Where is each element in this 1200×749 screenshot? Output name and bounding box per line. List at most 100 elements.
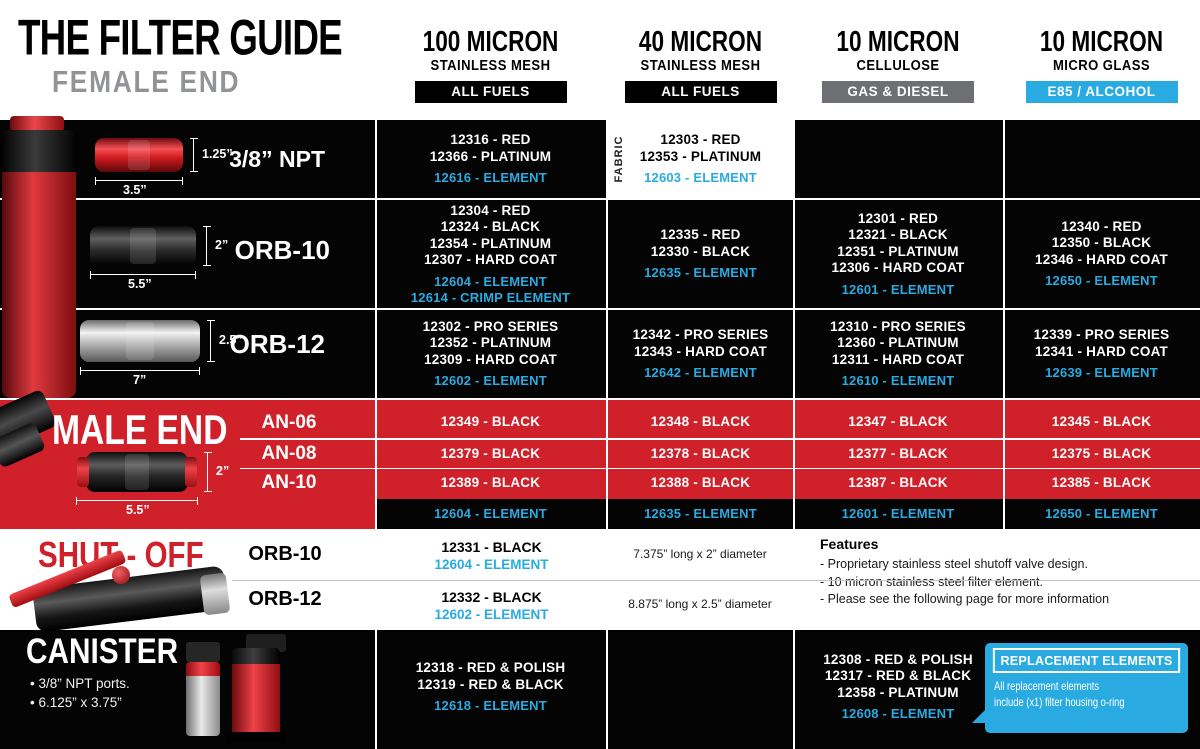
element-number: 12601 - ELEMENT — [841, 281, 955, 297]
part-number: 12302 - PRO SERIES — [422, 318, 559, 334]
column-media-label: STAINLESS MESH — [430, 58, 551, 74]
element-number: 12642 - ELEMENT — [644, 365, 757, 380]
red-canister-image — [0, 130, 78, 174]
column-micron-label: 100 MICRON — [422, 26, 559, 58]
element-cell: 12604 - ELEMENT — [377, 499, 604, 529]
row-label-an06: AN-06 — [261, 412, 317, 433]
dimension-label: 7” — [133, 373, 147, 387]
male-end-title: MALE END — [52, 406, 228, 453]
filter-cell: FABRIC 12303 - RED 12353 - PLATINUM 12603 -… — [608, 120, 793, 198]
part-number: 12387 - BLACK — [848, 475, 948, 491]
row-label-orb12: ORB-12 — [229, 329, 325, 359]
an-part-cell: 12377 - BLACK — [795, 441, 1001, 468]
vertical-divider — [1003, 400, 1005, 529]
part-number: 12343 - HARD COAT — [634, 343, 767, 359]
horizontal-divider — [240, 438, 1200, 440]
part-number: 12324 - BLACK — [440, 219, 541, 234]
red-canister-image — [2, 172, 76, 398]
part-number: 12388 - BLACK — [650, 475, 751, 491]
row-label-an08: AN-08 — [261, 443, 317, 464]
an-part-cell: 12345 - BLACK — [1005, 404, 1198, 440]
filter-cell: 12342 - PRO SERIES 12343 - HARD COAT 12642… — [608, 310, 793, 398]
fuel-type-badge: E85 / ALCOHOL — [1025, 81, 1178, 103]
column-header: 10 MICRON MICRO GLASS E85 / ALCOHOL — [1005, 27, 1198, 103]
part-number: 12352 - PLATINUM — [429, 335, 552, 351]
feature-item: - Please see the following page for more… — [820, 592, 1110, 606]
an-part-cell: 12348 - BLACK — [608, 404, 793, 440]
an-part-cell: 12389 - BLACK — [377, 469, 604, 498]
element-number: 12635 - ELEMENT — [644, 265, 757, 280]
element-number: 12635 - ELEMENT — [644, 506, 757, 521]
replacement-body-line: All replacement elements — [994, 679, 1100, 693]
part-number: 12345 - BLACK — [1051, 413, 1152, 429]
element-number: 12608 - ELEMENT — [841, 706, 955, 722]
vertical-divider — [1003, 120, 1005, 398]
female-end-section-background — [0, 120, 1200, 398]
row-label-npt: 3/8” NPT — [229, 146, 325, 172]
element-group: 12650 - ELEMENT — [1045, 273, 1158, 289]
npt-filter-image — [95, 138, 183, 172]
canister-specs: • 3/8” NPT ports. • 6.125” x 3.75” — [30, 674, 130, 712]
part-number: 12350 - BLACK — [1051, 235, 1152, 251]
element-group: 12635 - ELEMENT — [644, 265, 757, 281]
features-title: Features — [820, 536, 879, 552]
red-canister-filter-image — [232, 648, 280, 664]
replacement-body-line: include (x1) filter housing o-ring — [994, 694, 1125, 709]
filter-hex-band — [128, 140, 150, 170]
filter-cell: 12340 - RED 12350 - BLACK 12346 - HARD COA… — [1005, 200, 1198, 308]
features-list: - Proprietary stainless steel shutoff va… — [820, 556, 1190, 609]
an-part-cell: 12378 - BLACK — [608, 441, 793, 468]
part-number: 12316 - RED — [450, 132, 531, 147]
part-number: 12348 - BLACK — [650, 413, 751, 429]
fabric-label: FABRIC — [613, 135, 625, 183]
vertical-divider — [375, 400, 377, 529]
part-number: 12375 - BLACK — [1051, 446, 1152, 462]
feature-item: - Proprietary stainless steel shutoff va… — [820, 557, 1088, 571]
element-group: 12603 - ELEMENT — [644, 170, 757, 186]
element-cell: 12601 - ELEMENT — [795, 499, 1001, 529]
part-number: 12304 - RED — [450, 202, 531, 218]
part-number: 12309 - HARD COAT — [424, 351, 557, 367]
part-number: 12321 - BLACK — [848, 227, 948, 242]
dimension-label: 3.5” — [123, 183, 147, 197]
part-number: 12306 - HARD COAT — [831, 260, 965, 275]
shutoff-row-label-orb12: ORB-12 — [248, 588, 322, 610]
element-number: 12603 - ELEMENT — [644, 170, 757, 185]
filter-cell: 12339 - PRO SERIES 12341 - HARD COAT 12639… — [1005, 310, 1198, 398]
element-number: 12601 - ELEMENT — [841, 506, 955, 521]
element-number: 12604 - ELEMENT — [434, 506, 547, 521]
red-canister-filter-image — [232, 664, 280, 734]
part-number: 12385 - BLACK — [1051, 475, 1152, 491]
vertical-divider — [606, 630, 608, 749]
features-block: Features - Proprietary stainless steel s… — [820, 536, 1190, 609]
length-measure-line — [95, 177, 183, 185]
horizontal-divider — [0, 198, 1200, 200]
element-group: 12639 - ELEMENT — [1045, 365, 1158, 381]
an-part-cell: 12388 - BLACK — [608, 469, 793, 498]
filter-hex-band — [130, 228, 156, 264]
vertical-divider — [793, 400, 795, 529]
part-number: 12319 - RED & BLACK — [417, 676, 564, 692]
male-filter-image — [77, 452, 197, 492]
horizontal-divider — [232, 580, 1200, 581]
mounting-bracket-image — [186, 642, 220, 662]
part-number: 12347 - BLACK — [848, 413, 948, 429]
vertical-divider — [793, 120, 795, 398]
element-number: 12650 - ELEMENT — [1045, 506, 1158, 521]
vertical-divider — [606, 120, 608, 398]
part-number: 12351 - PLATINUM — [837, 243, 959, 259]
vertical-divider — [375, 630, 377, 749]
horizontal-divider — [240, 467, 1200, 469]
canister-title: CANISTER — [26, 632, 179, 671]
part-number: 12342 - PRO SERIES — [632, 327, 769, 342]
length-measure-line — [76, 497, 198, 505]
part-number: 12379 - BLACK — [440, 446, 541, 462]
diameter-measure-line — [204, 452, 212, 492]
element-number: 12602 - ELEMENT — [434, 373, 547, 389]
element-group: 12618 - ELEMENT — [434, 698, 547, 714]
filter-hex-band — [125, 322, 155, 360]
column-header: 10 MICRON CELLULOSE GAS & DIESEL — [795, 27, 1001, 103]
dimension-label: 2” — [215, 238, 229, 252]
element-group: 12608 - ELEMENT — [842, 706, 955, 722]
replacement-elements-callout: REPLACEMENT ELEMENTS All replacement ele… — [972, 643, 1188, 733]
